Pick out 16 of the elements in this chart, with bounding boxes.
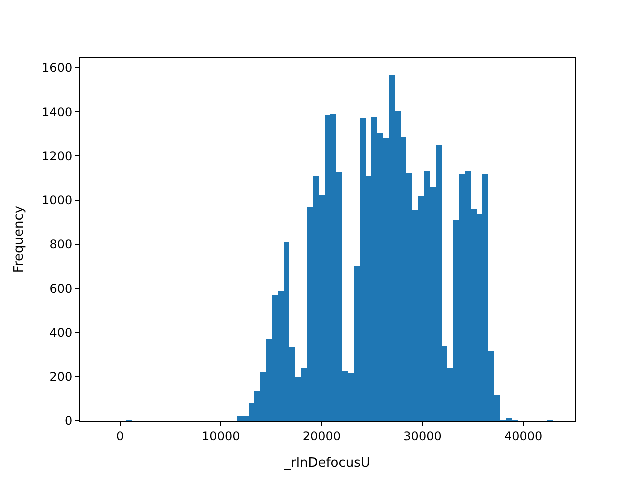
y-tick-label: 1000	[42, 194, 73, 208]
y-tick-label: 0	[64, 414, 73, 428]
x-axis-title: _rlnDefocusU	[284, 456, 370, 471]
y-tick-label: 1400	[42, 105, 73, 120]
y-axis-title: Frequency	[12, 206, 28, 274]
x-tick-label: 0	[116, 429, 124, 444]
x-tick-label: 30000	[404, 429, 442, 444]
y-tick-label: 200	[50, 370, 73, 384]
y-tick-label: 400	[50, 326, 73, 340]
y-tick-label: 1600	[42, 61, 73, 76]
x-tick-label: 10000	[202, 429, 240, 444]
y-tick-label: 800	[50, 238, 73, 252]
x-tick-label: 40000	[504, 429, 543, 444]
y-tick-label: 1200	[42, 149, 73, 164]
y-tick-label: 600	[50, 282, 73, 296]
x-tick-label: 20000	[302, 429, 342, 444]
